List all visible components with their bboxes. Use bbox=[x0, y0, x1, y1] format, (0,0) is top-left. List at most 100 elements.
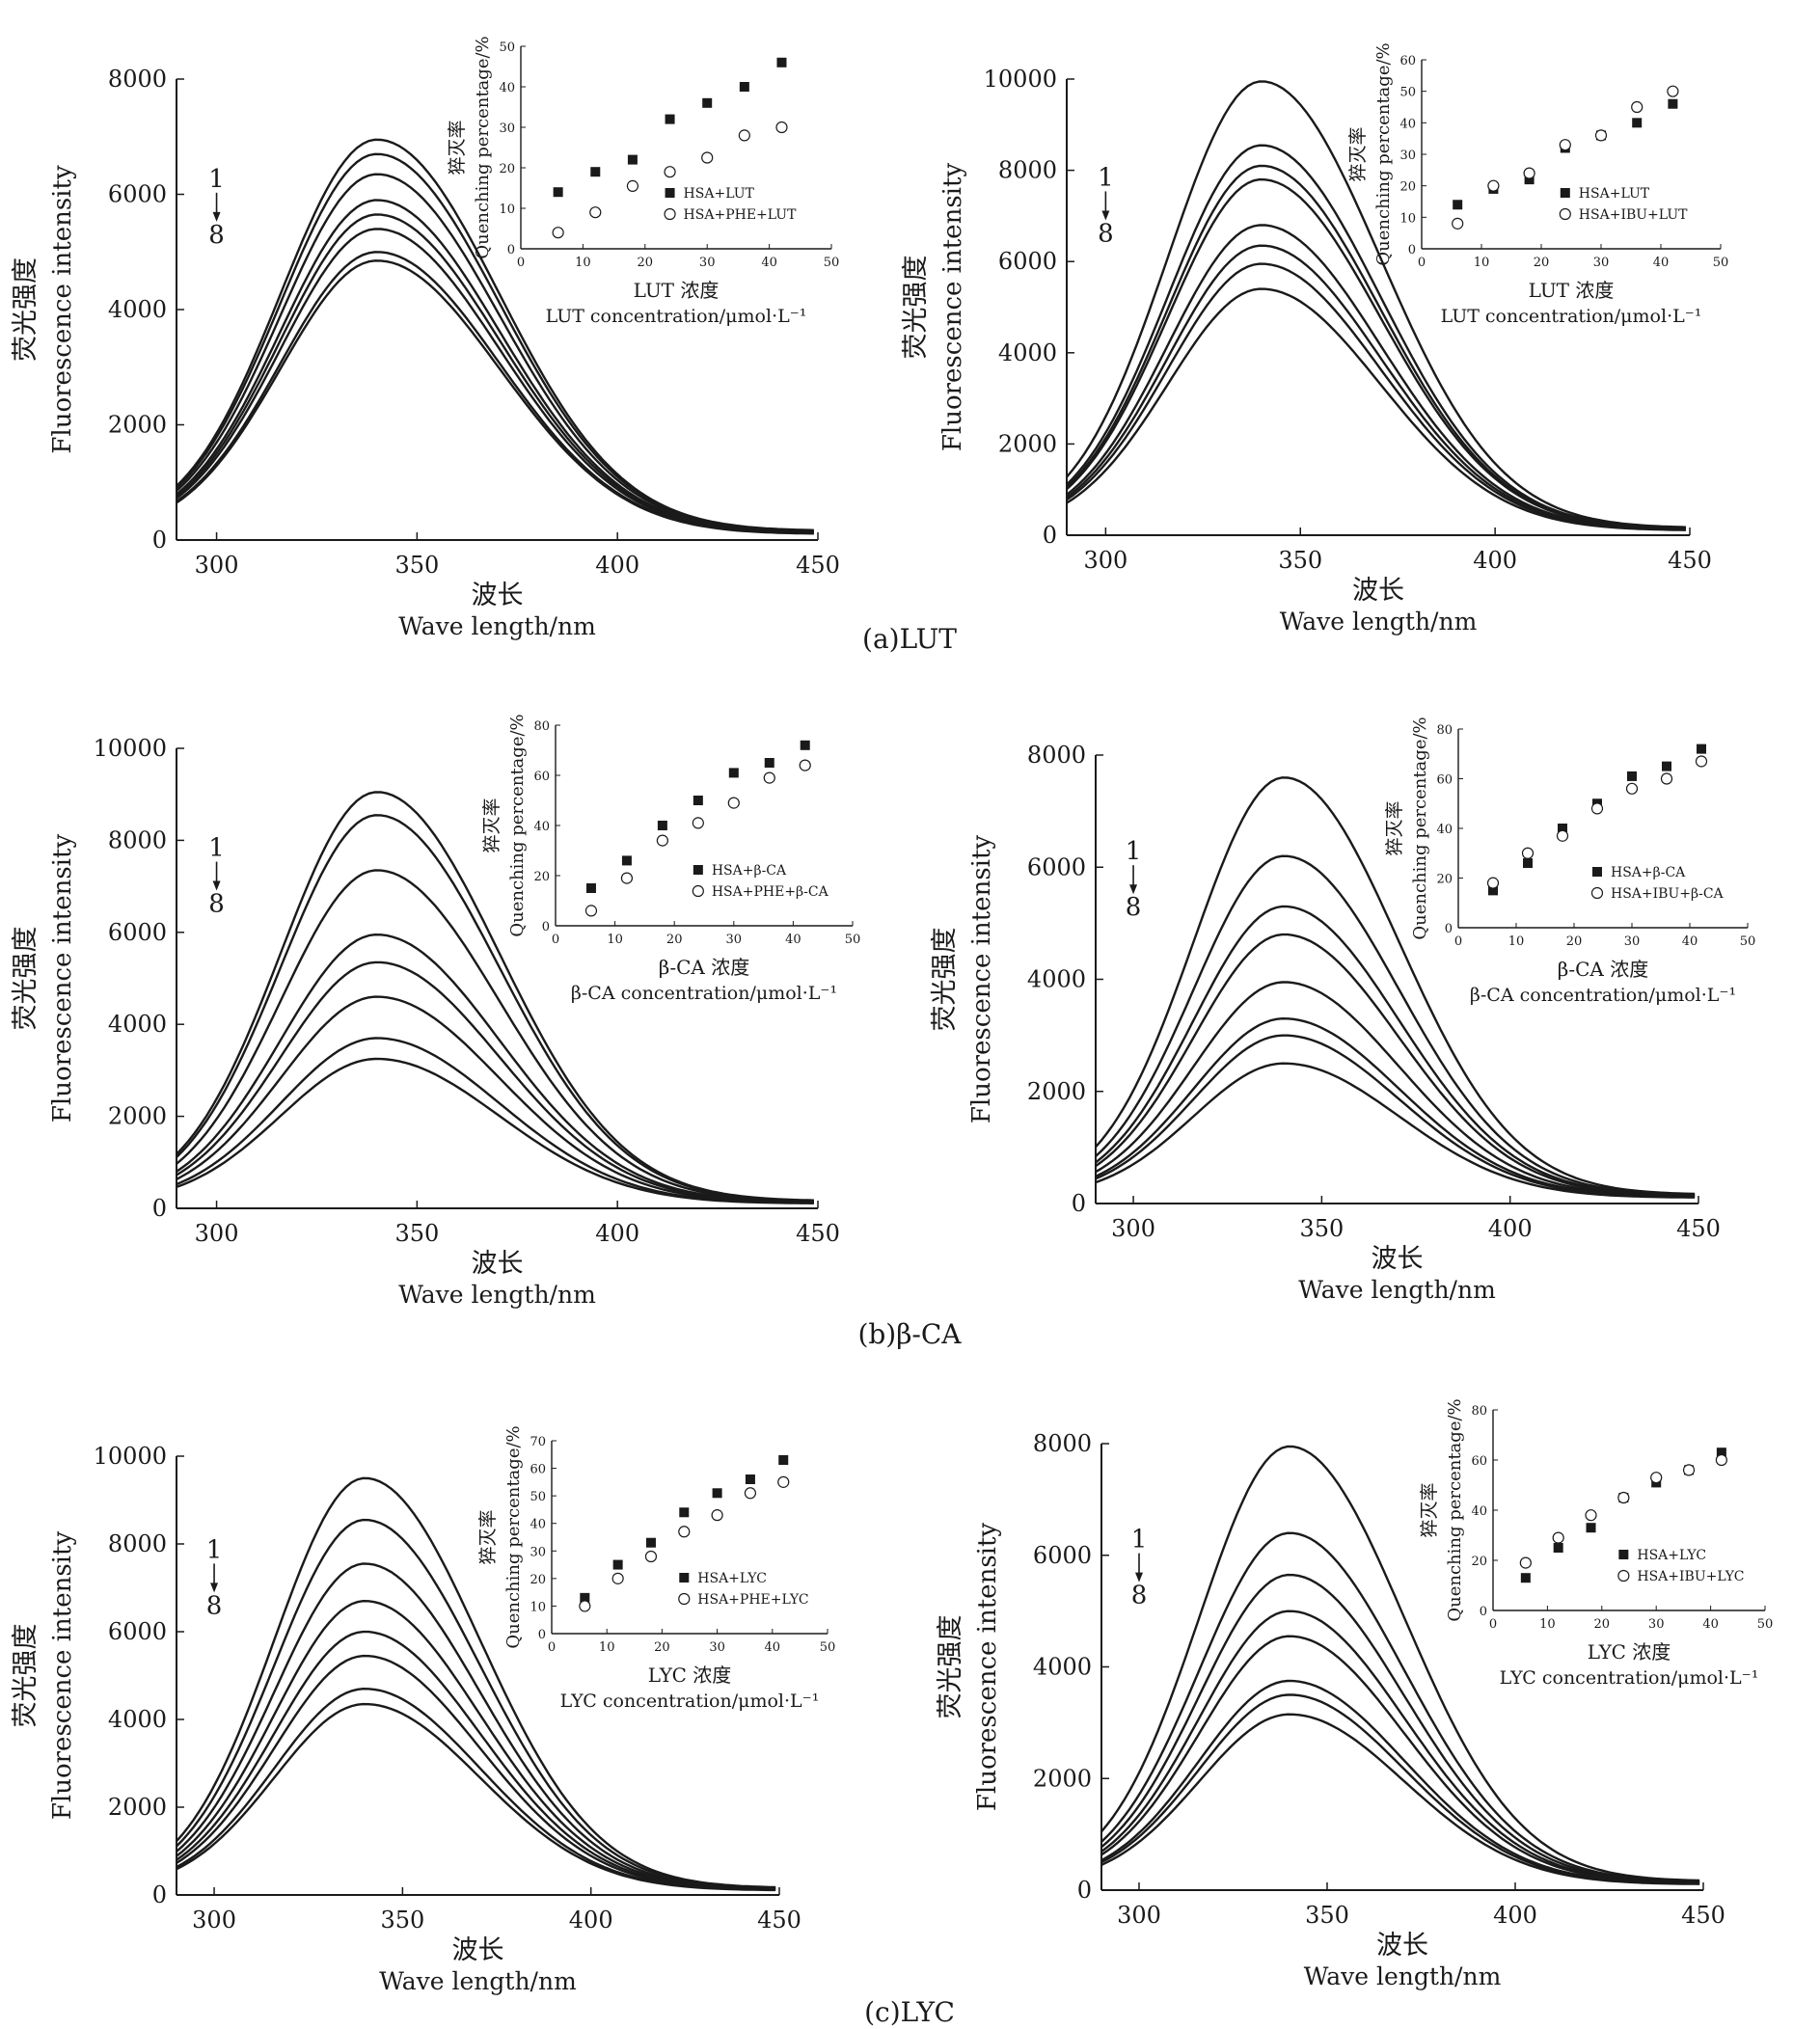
x-tick-label: 450 bbox=[1681, 1902, 1725, 1929]
y-axis-title: Fluorescence intensity bbox=[48, 1531, 77, 1821]
legend-label: HSA+LUT bbox=[684, 186, 755, 202]
point-HSA+IBU+LYC bbox=[1552, 1531, 1564, 1544]
point-HSA+IBU+LYC bbox=[1715, 1453, 1727, 1467]
y-tick-label: 8000 bbox=[1027, 742, 1086, 769]
point-HSA+β-CA bbox=[800, 740, 810, 750]
inset-y-tick-label: 20 bbox=[533, 870, 550, 884]
inset-y-title: Quenching percentage/% bbox=[473, 36, 493, 258]
inset-y-tick-label: 0 bbox=[1480, 1605, 1487, 1619]
inset-y-tick-label: 80 bbox=[1436, 723, 1453, 738]
marker-top: 1 bbox=[208, 165, 225, 194]
y-tick-label: 4000 bbox=[108, 1011, 167, 1038]
point-HSA+LYC bbox=[778, 1455, 789, 1465]
y-tick-label: 8000 bbox=[108, 66, 167, 93]
point-HSA+PHE+β-CA bbox=[584, 905, 598, 917]
point-HSA+PHE+LUT bbox=[701, 151, 714, 164]
legend-marker-circle bbox=[1590, 886, 1604, 900]
inset-y-tick-label: 0 bbox=[542, 920, 550, 934]
inset-x-tick-label: 10 bbox=[1474, 256, 1490, 270]
marker-arrowhead bbox=[210, 1583, 219, 1593]
point-HSA+LYC bbox=[679, 1507, 690, 1518]
inset-x-title: LYC concentration/μmol·L⁻¹ bbox=[560, 1691, 820, 1712]
point-HSA+β-CA bbox=[1697, 744, 1706, 754]
point-HSA+LUT bbox=[1632, 118, 1643, 128]
y-tick-label: 2000 bbox=[998, 430, 1057, 457]
inset-x-tick-label: 0 bbox=[517, 256, 525, 270]
inset-y-tick-label: 30 bbox=[530, 1545, 546, 1559]
point-HSA+IBU+β-CA bbox=[1486, 877, 1500, 889]
y-tick-label: 0 bbox=[1077, 1877, 1092, 1904]
inset-x-tick-label: 0 bbox=[1489, 1617, 1497, 1632]
inset-x-tick-label: 50 bbox=[1757, 1617, 1774, 1632]
y-tick-label: 10000 bbox=[94, 735, 167, 762]
y-tick-label: 4000 bbox=[1033, 1654, 1092, 1681]
point-HSA+PHE+LUT bbox=[589, 206, 602, 219]
inset-x-tick-label: 30 bbox=[1648, 1617, 1665, 1632]
point-HSA+PHE+β-CA bbox=[799, 759, 811, 771]
inset-y-tick-label: 40 bbox=[1471, 1504, 1487, 1519]
point-HSA+IBU+LYC bbox=[1682, 1464, 1696, 1476]
legend-label: HSA+IBU+LUT bbox=[1579, 207, 1688, 223]
inset-x-title-cn: β-CA 浓度 bbox=[1558, 958, 1648, 981]
inset-y-tick-label: 60 bbox=[530, 1463, 546, 1477]
inset-b-right: 0 10 20 30 40 50 0 20 40 60 80 β-CA 浓度 β-CA concentr… bbox=[1384, 717, 1755, 1006]
y-axis-title-cn: 荧光强度 bbox=[930, 928, 960, 1032]
x-axis-title: Wave length/nm bbox=[398, 1281, 596, 1309]
point-HSA+IBU+LUT bbox=[1667, 85, 1679, 97]
inset-y-title-cn: 猝灭率 bbox=[481, 798, 503, 852]
inset-x-title: β-CA concentration/μmol·L⁻¹ bbox=[571, 983, 837, 1004]
inset-x-tick-label: 40 bbox=[765, 1640, 781, 1655]
y-tick-label: 0 bbox=[152, 1195, 167, 1222]
spectrum-curve-7 bbox=[176, 1037, 814, 1204]
inset-x-tick-label: 40 bbox=[785, 933, 801, 947]
y-tick-label: 4000 bbox=[998, 339, 1057, 366]
y-axis-title-cn: 荧光强度 bbox=[11, 927, 41, 1031]
inset-x-tick-label: 40 bbox=[1682, 934, 1698, 949]
point-HSA+LUT bbox=[739, 82, 749, 92]
point-HSA+LYC bbox=[745, 1474, 755, 1484]
point-HSA+PHE+LUT bbox=[552, 227, 564, 239]
point-HSA+β-CA bbox=[621, 855, 632, 866]
y-axis-title-cn: 荧光强度 bbox=[11, 257, 41, 362]
x-axis-title: Wave length/nm bbox=[1280, 608, 1478, 636]
inset-x-tick-label: 10 bbox=[1539, 1617, 1556, 1632]
x-tick-label: 300 bbox=[195, 1220, 239, 1247]
y-tick-label: 2000 bbox=[108, 412, 167, 439]
point-HSA+IBU+β-CA bbox=[1556, 829, 1569, 842]
x-tick-label: 350 bbox=[1278, 547, 1322, 574]
inset-y-tick-label: 40 bbox=[533, 820, 550, 834]
spectrum-curve-8 bbox=[176, 1057, 814, 1204]
legend-marker-circle bbox=[692, 884, 704, 898]
point-HSA+IBU+LUT bbox=[1452, 217, 1464, 230]
legend-marker-square bbox=[1592, 867, 1602, 877]
y-tick-label: 4000 bbox=[108, 1706, 167, 1733]
point-HSA+β-CA bbox=[657, 821, 667, 830]
y-axis-title: Fluorescence intensity bbox=[48, 834, 77, 1123]
y-tick-label: 6000 bbox=[108, 919, 167, 946]
spectrum-curve-3 bbox=[176, 173, 814, 532]
inset-x-tick-label: 20 bbox=[1566, 934, 1583, 949]
spectrum-curve-1 bbox=[176, 1476, 776, 1889]
x-tick-label: 300 bbox=[1111, 1215, 1155, 1242]
spectrum-curve-8 bbox=[1100, 1713, 1700, 1885]
point-HSA+PHE+LYC bbox=[678, 1526, 691, 1538]
x-axis-title-cn: 波长 bbox=[1372, 1244, 1424, 1274]
x-tick-label: 450 bbox=[796, 552, 840, 579]
inset-x-title-cn: LUT 浓度 bbox=[1529, 279, 1615, 302]
inset-x-tick-label: 40 bbox=[1653, 256, 1670, 270]
panel-b-left: 300 350 400 4500200040006000800010000波长Wave… bbox=[11, 714, 860, 1309]
spectrum-curve-8 bbox=[1066, 287, 1687, 531]
inset-y-title-cn: 猝灭率 bbox=[477, 1509, 499, 1564]
legend-marker-square bbox=[665, 188, 675, 198]
y-tick-label: 8000 bbox=[108, 1530, 167, 1557]
inset-y-title: Quenching percentage/% bbox=[503, 1425, 524, 1648]
inset-b-left: 0 10 20 30 40 50 0 20 40 60 80 β-CA 浓度 β-CA concentr… bbox=[481, 714, 860, 1004]
inset-x-tick-label: 0 bbox=[1454, 934, 1462, 949]
y-tick-label: 8000 bbox=[1033, 1430, 1092, 1457]
inset-x-title-cn: LYC 浓度 bbox=[1588, 1640, 1671, 1664]
x-tick-label: 300 bbox=[1083, 547, 1127, 574]
legend-marker-square bbox=[1618, 1550, 1629, 1559]
point-HSA+β-CA bbox=[1662, 761, 1671, 771]
marker-bottom: 8 bbox=[208, 221, 225, 250]
x-tick-label: 300 bbox=[192, 1907, 236, 1934]
